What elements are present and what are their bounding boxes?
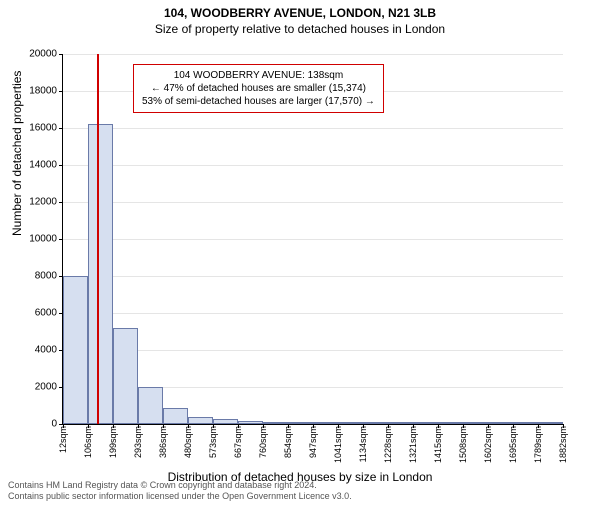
ytick-label: 4000 (35, 345, 57, 356)
ytick-label: 20000 (29, 49, 57, 60)
xtick-label: 1321sqm (408, 426, 418, 463)
ytick-label: 6000 (35, 308, 57, 319)
xtick-label: 1695sqm (508, 426, 518, 463)
histogram-bar (138, 387, 163, 424)
histogram-bar (463, 422, 488, 424)
y-axis-label: Number of detached properties (10, 71, 24, 236)
ytick-label: 14000 (29, 160, 57, 171)
ytick-mark (59, 128, 63, 129)
footer-line: Contains public sector information licen… (8, 491, 352, 502)
gridline (63, 239, 563, 240)
footer-attribution: Contains HM Land Registry data © Crown c… (8, 480, 352, 503)
histogram-bar (388, 422, 413, 424)
xtick-label: 1041sqm (333, 426, 343, 463)
ytick-label: 10000 (29, 234, 57, 245)
histogram-bar (213, 419, 238, 424)
histogram-bar (488, 422, 513, 424)
histogram-bar (363, 422, 388, 424)
chart-subtitle: Size of property relative to detached ho… (0, 22, 600, 36)
ytick-mark (59, 239, 63, 240)
ytick-mark (59, 165, 63, 166)
gridline (63, 54, 563, 55)
histogram-bar (263, 422, 288, 424)
ytick-label: 8000 (35, 271, 57, 282)
gridline (63, 202, 563, 203)
xtick-label: 760sqm (258, 426, 268, 458)
gridline (63, 276, 563, 277)
histogram-bar (338, 422, 363, 424)
xtick-label: 854sqm (283, 426, 293, 458)
xtick-label: 947sqm (308, 426, 318, 458)
histogram-bar (238, 421, 263, 424)
xtick-label: 106sqm (83, 426, 93, 458)
annotation-box: 104 WOODBERRY AVENUE: 138sqm← 47% of det… (133, 64, 384, 113)
annotation-line: 104 WOODBERRY AVENUE: 138sqm (142, 69, 375, 82)
histogram-bar (513, 422, 538, 424)
chart-title: 104, WOODBERRY AVENUE, LONDON, N21 3LB (0, 6, 600, 20)
histogram-bar (538, 422, 563, 424)
ytick-mark (59, 54, 63, 55)
histogram-bar (188, 417, 213, 424)
xtick-label: 573sqm (208, 426, 218, 458)
xtick-label: 1228sqm (383, 426, 393, 463)
xtick-label: 480sqm (183, 426, 193, 458)
xtick-label: 1134sqm (358, 426, 368, 462)
ytick-label: 18000 (29, 86, 57, 97)
xtick-label: 667sqm (233, 426, 243, 458)
ytick-label: 0 (51, 419, 57, 430)
xtick-label: 199sqm (108, 426, 118, 458)
histogram-bar (63, 276, 88, 424)
histogram-bar (113, 328, 138, 424)
gridline (63, 165, 563, 166)
xtick-label: 1789sqm (533, 426, 543, 463)
histogram-bar (288, 422, 313, 424)
ytick-label: 12000 (29, 197, 57, 208)
histogram-bar (163, 408, 188, 424)
histogram-bar (413, 422, 438, 424)
gridline (63, 313, 563, 314)
footer-line: Contains HM Land Registry data © Crown c… (8, 480, 352, 491)
chart-plot-area: 0200040006000800010000120001400016000180… (62, 54, 563, 425)
xtick-label: 1415sqm (433, 426, 443, 463)
histogram-bar (313, 422, 338, 424)
gridline (63, 128, 563, 129)
ytick-mark (59, 202, 63, 203)
xtick-label: 1508sqm (458, 426, 468, 463)
ytick-mark (59, 91, 63, 92)
annotation-line: ← 47% of detached houses are smaller (15… (142, 82, 375, 95)
xtick-label: 386sqm (158, 426, 168, 458)
annotation-line: 53% of semi-detached houses are larger (… (142, 95, 375, 108)
ytick-label: 2000 (35, 382, 57, 393)
ytick-label: 16000 (29, 123, 57, 134)
xtick-label: 293sqm (133, 426, 143, 458)
xtick-label: 1602sqm (483, 426, 493, 463)
marker-line (97, 54, 99, 424)
xtick-label: 1882sqm (558, 426, 568, 463)
xtick-label: 12sqm (58, 426, 68, 453)
histogram-bar (438, 422, 463, 424)
histogram-bar (88, 124, 113, 424)
